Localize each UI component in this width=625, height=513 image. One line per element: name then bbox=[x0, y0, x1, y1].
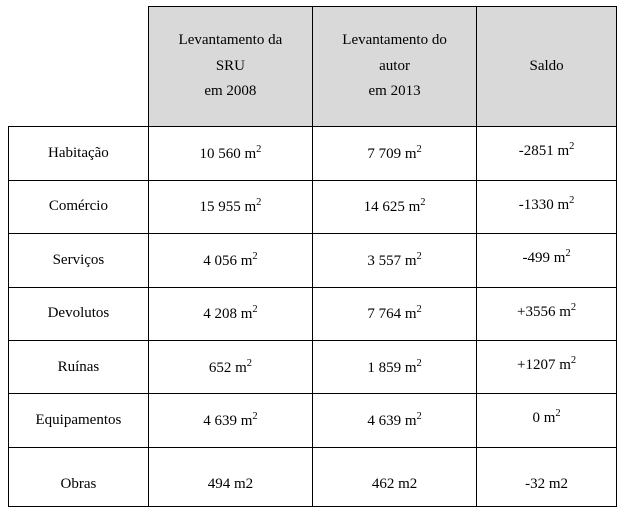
cell-saldo: -1330 m2 bbox=[477, 180, 617, 233]
cell-sru: 4 208 m2 bbox=[148, 287, 312, 340]
header-row: Levantamento da SRU em 2008 Levantamento… bbox=[9, 7, 617, 127]
cell-sru: 15 955 m2 bbox=[148, 180, 312, 233]
corner-empty-cell bbox=[9, 7, 149, 127]
cell-autor: 4 639 m2 bbox=[312, 394, 476, 447]
cell-autor: 14 625 m2 bbox=[312, 180, 476, 233]
header-text: Levantamento do bbox=[342, 32, 447, 48]
header-text: autor bbox=[379, 58, 410, 74]
row-label: Serviços bbox=[9, 234, 149, 287]
row-label: Habitação bbox=[9, 127, 149, 180]
header-text: em 2013 bbox=[369, 83, 421, 99]
comparison-table: Levantamento da SRU em 2008 Levantamento… bbox=[8, 6, 617, 507]
header-saldo: Saldo bbox=[477, 7, 617, 127]
row-label: Devolutos bbox=[9, 287, 149, 340]
row-label: Comércio bbox=[9, 180, 149, 233]
table-row: Serviços4 056 m23 557 m2-499 m2 bbox=[9, 234, 617, 287]
cell-saldo: +3556 m2 bbox=[477, 287, 617, 340]
header-text: SRU bbox=[216, 58, 245, 74]
cell-sru: 494 m2 bbox=[148, 447, 312, 506]
cell-autor: 7 764 m2 bbox=[312, 287, 476, 340]
cell-autor: 3 557 m2 bbox=[312, 234, 476, 287]
cell-sru: 652 m2 bbox=[148, 341, 312, 394]
header-text: Levantamento da bbox=[179, 32, 283, 48]
table-row: Habitação10 560 m27 709 m2-2851 m2 bbox=[9, 127, 617, 180]
table-row: Comércio15 955 m214 625 m2-1330 m2 bbox=[9, 180, 617, 233]
table-row: Devolutos4 208 m27 764 m2+3556 m2 bbox=[9, 287, 617, 340]
header-text: em 2008 bbox=[204, 83, 256, 99]
header-text: Saldo bbox=[529, 58, 563, 74]
cell-sru: 10 560 m2 bbox=[148, 127, 312, 180]
header-autor-2013: Levantamento do autor em 2013 bbox=[312, 7, 476, 127]
cell-saldo: -32 m2 bbox=[477, 447, 617, 506]
table-row: Obras494 m2462 m2-32 m2 bbox=[9, 447, 617, 506]
row-label: Ruínas bbox=[9, 341, 149, 394]
row-label: Obras bbox=[9, 447, 149, 506]
cell-sru: 4 056 m2 bbox=[148, 234, 312, 287]
cell-saldo: +1207 m2 bbox=[477, 341, 617, 394]
cell-saldo: -499 m2 bbox=[477, 234, 617, 287]
table-row: Equipamentos4 639 m24 639 m20 m2 bbox=[9, 394, 617, 447]
row-label: Equipamentos bbox=[9, 394, 149, 447]
cell-saldo: -2851 m2 bbox=[477, 127, 617, 180]
cell-autor: 462 m2 bbox=[312, 447, 476, 506]
cell-autor: 7 709 m2 bbox=[312, 127, 476, 180]
header-sru-2008: Levantamento da SRU em 2008 bbox=[148, 7, 312, 127]
table-row: Ruínas652 m21 859 m2+1207 m2 bbox=[9, 341, 617, 394]
cell-sru: 4 639 m2 bbox=[148, 394, 312, 447]
cell-saldo: 0 m2 bbox=[477, 394, 617, 447]
cell-autor: 1 859 m2 bbox=[312, 341, 476, 394]
